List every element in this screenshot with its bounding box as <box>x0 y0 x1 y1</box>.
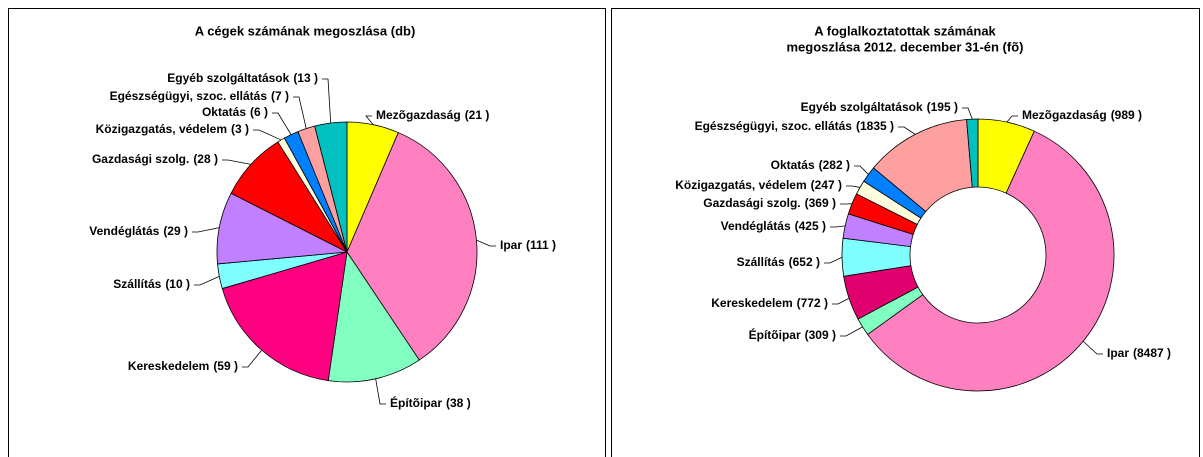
slice-label: Vendéglátás (29 ) <box>89 224 188 238</box>
slice-label: Szállítás (10 ) <box>113 277 190 291</box>
slice-label: Ipar (8487 ) <box>1107 346 1171 360</box>
value-label: (309 ) <box>805 328 836 342</box>
leader-line <box>192 227 220 233</box>
category-name: Szállítás <box>113 277 161 291</box>
leader-line <box>375 378 386 405</box>
slice-label: Vendéglátás (425 ) <box>721 219 826 233</box>
category-name: Egészségügyi, szoc. ellátás <box>110 89 268 103</box>
value-label: (13 ) <box>293 71 318 85</box>
slice-label: Ipar (111 ) <box>500 238 556 252</box>
chart-title: A foglalkoztatottak számának <box>814 23 996 38</box>
leader-line <box>898 126 916 135</box>
value-label: (652 ) <box>789 255 820 269</box>
leader-line <box>242 349 263 368</box>
value-label: (21 ) <box>465 108 490 122</box>
chart-title: A cégek számának megoszlása (db) <box>195 23 416 38</box>
category-name: Építõipar <box>390 395 442 410</box>
value-label: (369 ) <box>805 196 836 210</box>
value-label: (6 ) <box>250 105 268 119</box>
pie-slice <box>346 132 478 361</box>
value-label: (59 ) <box>213 359 238 373</box>
leader-line <box>476 239 496 247</box>
slice-label: Egyéb szolgáltatások (195 ) <box>801 100 958 114</box>
value-label: (29 ) <box>163 224 188 238</box>
leader-line <box>253 129 282 141</box>
donut-slice <box>867 130 1115 392</box>
slice-label: Kereskedelem (59 ) <box>128 359 238 373</box>
category-name: Kereskedelem <box>711 296 792 310</box>
slice-label: Oktatás (282 ) <box>771 158 850 172</box>
value-label: (10 ) <box>165 277 190 291</box>
slice-label: Mezõgazdaság (21 ) <box>376 108 489 122</box>
value-label: (195 ) <box>927 100 958 114</box>
slice-label: Egyéb szolgáltatások (13 ) <box>167 71 318 85</box>
value-label: (111 ) <box>526 238 556 252</box>
category-name: Közigazgatás, védelem <box>675 178 806 192</box>
category-name: Egészségügyi, szoc. ellátás <box>695 119 853 133</box>
leader-line <box>322 78 332 124</box>
slice-label: Közigazgatás, védelem (3 ) <box>96 122 249 136</box>
value-label: (3 ) <box>231 122 249 136</box>
leader-line <box>365 115 374 125</box>
category-name: Gazdasági szolg. <box>703 196 800 210</box>
value-label: (282 ) <box>819 158 850 172</box>
category-name: Ipar <box>500 238 522 252</box>
leader-line <box>1082 340 1103 355</box>
category-name: Oktatás <box>771 158 815 172</box>
category-name: Egyéb szolgáltatások <box>167 71 289 85</box>
value-label: (247 ) <box>811 178 842 192</box>
slice-label: Építõipar (309 ) <box>749 327 836 342</box>
category-name: Vendéglátás <box>721 219 791 233</box>
leader-line <box>840 326 863 337</box>
value-label: (28 ) <box>193 152 218 166</box>
chart-title: megoszlása 2012. december 31-én (fõ) <box>787 39 1024 54</box>
leader-line <box>962 107 973 120</box>
leader-line <box>272 112 292 135</box>
category-name: Egyéb szolgáltatások <box>801 100 923 114</box>
category-name: Építõipar <box>749 327 801 342</box>
value-label: (8487 ) <box>1133 346 1171 360</box>
donut-slice <box>966 118 979 188</box>
slice-label: Mezõgazdaság (989 ) <box>1022 108 1142 122</box>
category-name: Közigazgatás, védelem <box>96 122 227 136</box>
slice-label: Egészségügyi, szoc. ellátás (1835 ) <box>695 119 894 133</box>
value-label: (7 ) <box>271 89 289 103</box>
slice-label: Oktatás (6 ) <box>202 105 268 119</box>
slice-label: Szállítás (652 ) <box>737 255 820 269</box>
slice-label: Egészségügyi, szoc. ellátás (7 ) <box>110 89 289 103</box>
leader-line <box>1006 115 1018 123</box>
slice-label: Gazdasági szolg. (369 ) <box>703 196 836 210</box>
slice-label: Kereskedelem (772 ) <box>711 296 828 310</box>
value-label: (425 ) <box>795 219 826 233</box>
category-name: Ipar <box>1107 346 1129 360</box>
leader-line <box>824 256 843 264</box>
value-label: (772 ) <box>797 296 828 310</box>
category-name: Mezõgazdaság <box>376 108 461 122</box>
category-name: Oktatás <box>202 105 246 119</box>
category-name: Mezõgazdaság <box>1022 108 1107 122</box>
pie-slice <box>221 251 348 382</box>
pie-slice <box>327 250 420 383</box>
leader-line <box>846 185 861 188</box>
leader-line <box>293 96 307 129</box>
category-name: Kereskedelem <box>128 359 209 373</box>
value-label: (38 ) <box>446 396 471 410</box>
leader-line <box>222 159 252 165</box>
leader-line <box>830 225 846 228</box>
slice-label: Gazdasági szolg. (28 ) <box>92 152 218 166</box>
slice-label: Közigazgatás, védelem (247 ) <box>675 178 842 192</box>
value-label: (989 ) <box>1111 108 1142 122</box>
leader-line <box>194 275 220 286</box>
value-label: (1835 ) <box>856 119 894 133</box>
category-name: Vendéglátás <box>89 224 159 238</box>
leader-line <box>832 297 850 305</box>
leader-line <box>854 165 869 175</box>
category-name: Szállítás <box>737 255 785 269</box>
slice-label: Építõipar (38 ) <box>390 395 471 410</box>
category-name: Gazdasági szolg. <box>92 152 189 166</box>
